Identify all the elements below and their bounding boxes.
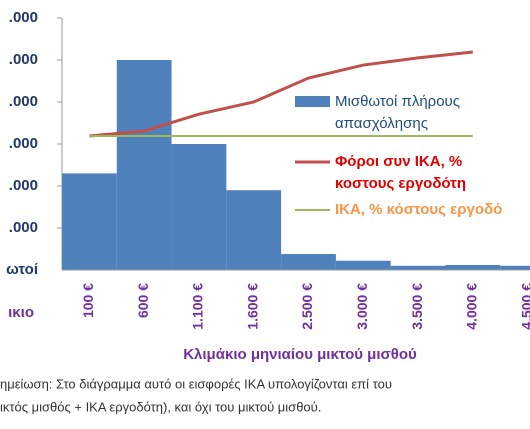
x-tick-label: 100 € [80,283,96,318]
x-tick-label: 4.500 € [518,283,530,330]
x-axis-title: Κλιμάκιο μηνιαίου μικτού μισθού [183,346,417,363]
y-tick-label: .000 [9,177,38,194]
legend-entry: Φόροι συν ΙΚΑ, % κοστους εργοδότη [335,153,467,192]
y-tick-label: .000 [9,9,38,26]
x-tick-label: 3.500 € [409,283,425,330]
bar [62,173,117,270]
x-tick-label: 4.000 € [464,283,480,330]
legend-label: ΙΚΑ, % κόστους εργοδό [335,201,503,218]
y-axis-label: ωτοί [6,261,38,278]
note-line: ικτός μισθός + ΙΚΑ εργοδότη), και όχι το… [0,399,321,414]
y-tick-label: .000 [9,93,38,110]
x-tick-label: 1.100 € [190,283,206,330]
x-tick-label: 600 € [135,283,151,318]
y-tick-label: .000 [9,51,38,68]
bar [281,254,336,270]
bar [116,60,172,270]
bar [445,264,501,270]
legend-label: Μισθωτοί πλήρους απασχόλησης [335,93,460,132]
bar [390,265,446,270]
legend-label: Φόροι συν ΙΚΑ, % κοστους εργοδότη [335,153,467,192]
note-line: ημείωση: Στο διάγραμμα αυτό οι εισφορές … [0,376,392,391]
line [89,50,473,138]
x-tick-label: 1.600 € [244,283,260,330]
x-axis-label-left: ικιο [8,304,34,321]
legend-entry: Μισθωτοί πλήρους απασχόλησης [335,93,460,132]
y-tick-label: .000 [9,135,38,152]
bar [500,265,530,270]
legend-swatch [295,96,330,107]
legend-entry: ΙΚΑ, % κόστους εργοδό [335,201,503,218]
x-tick-label: 3.000 € [354,283,370,330]
y-tick-label: .000 [9,219,38,236]
x-tick-label: 2.500 € [299,283,315,330]
bar [226,190,282,270]
bar [171,144,227,270]
bar [335,260,391,270]
